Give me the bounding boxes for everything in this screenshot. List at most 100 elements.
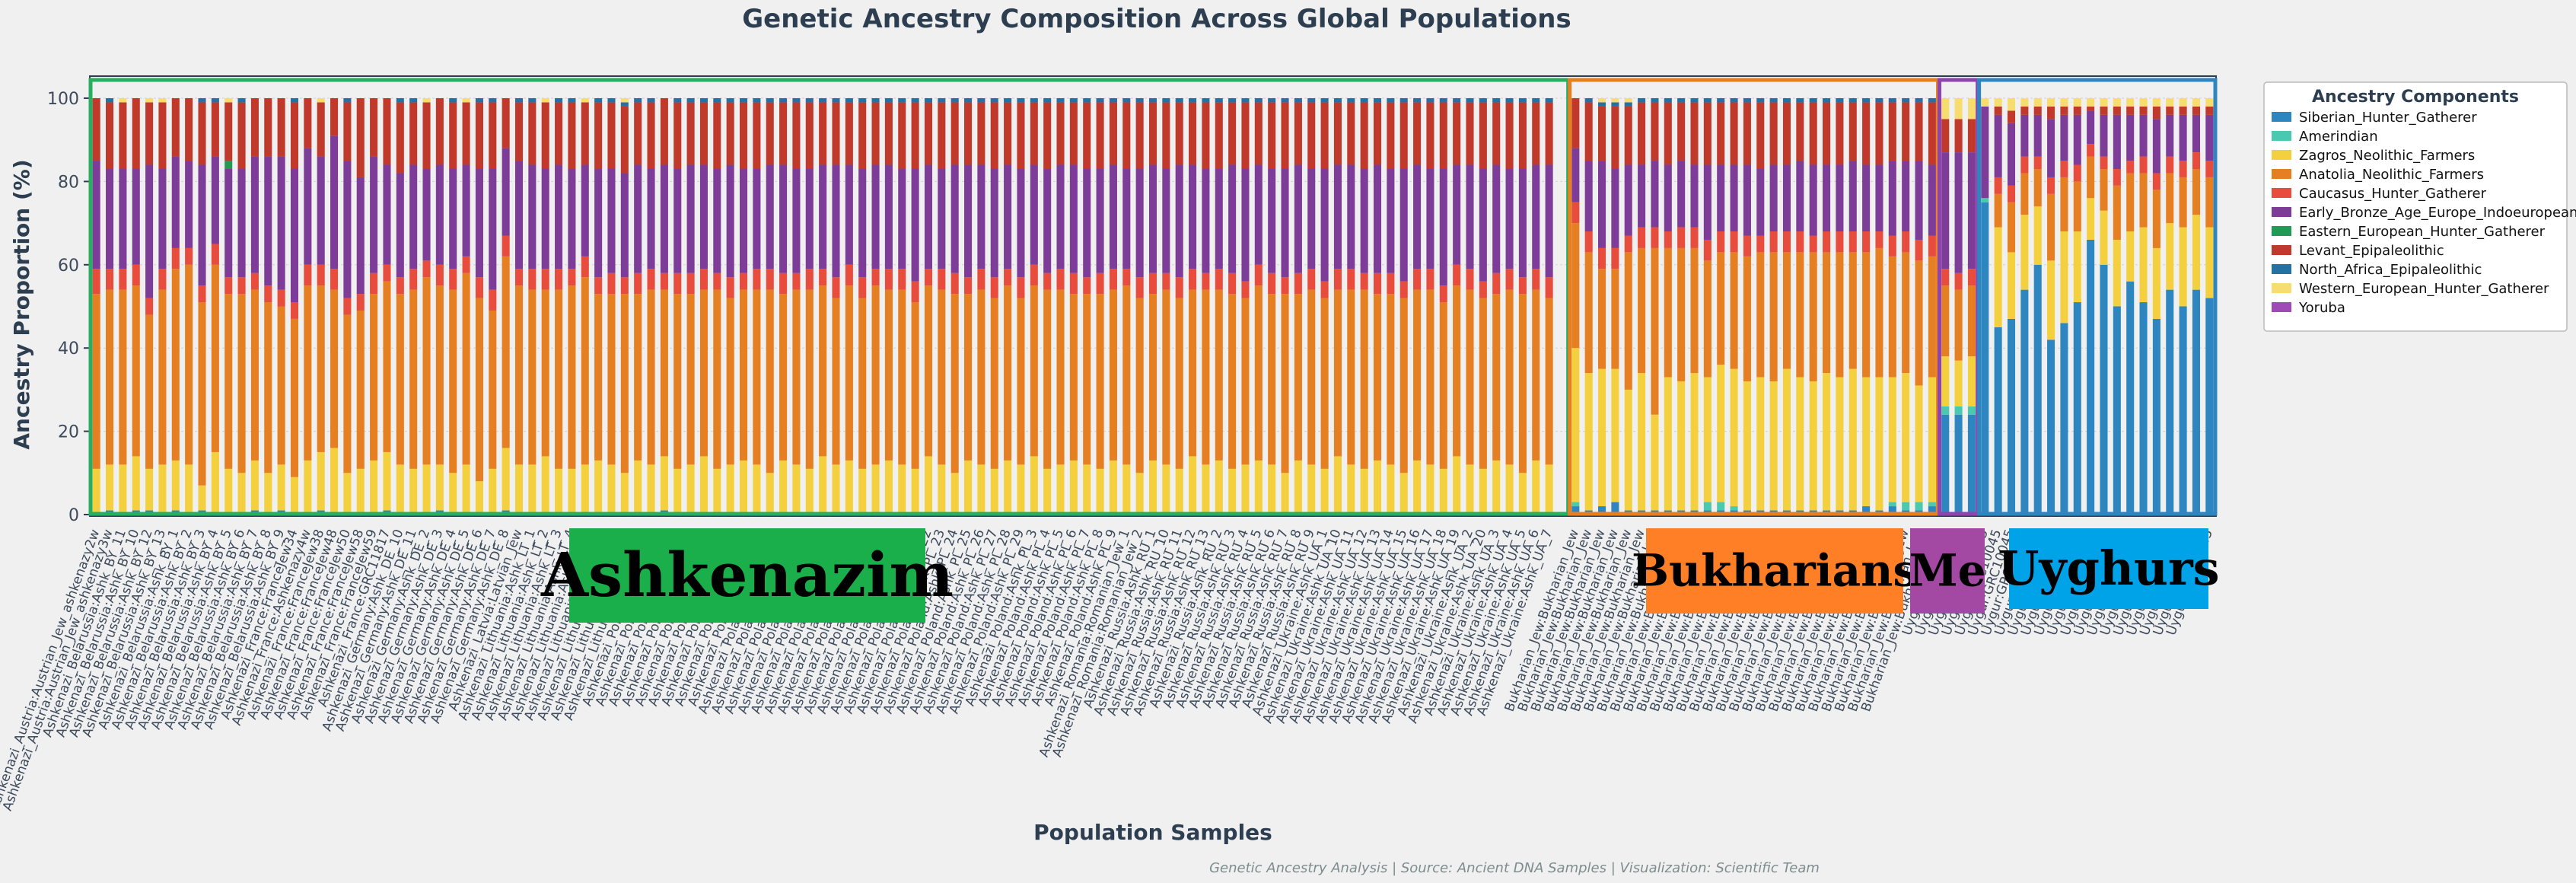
bar-segment <box>713 98 721 103</box>
bar-segment <box>977 98 986 103</box>
bar-segment <box>977 269 986 290</box>
bar-segment <box>1268 98 1276 103</box>
bar-segment <box>224 161 233 169</box>
bar-segment <box>1703 98 1711 103</box>
bar-segment <box>1056 102 1065 165</box>
bar-segment <box>1505 269 1514 290</box>
bar-segment <box>2113 106 2121 115</box>
bar-segment <box>317 285 325 452</box>
y-tick-label: 80 <box>58 173 79 192</box>
bar-segment <box>739 460 748 515</box>
bar-segment <box>2073 302 2081 515</box>
bar-segment <box>2020 114 2029 157</box>
bar-segment <box>185 98 193 161</box>
bar-segment <box>264 473 272 515</box>
bar-segment <box>1268 294 1276 465</box>
bar-segment <box>1479 98 1487 103</box>
bar-segment <box>1333 164 1342 269</box>
bar-segment <box>2033 106 2042 115</box>
bar-segment <box>1241 298 1250 465</box>
bar-segment <box>2073 231 2081 303</box>
bar-segment <box>1756 102 1765 169</box>
bar-segment <box>1941 406 1950 415</box>
bar-segment <box>237 294 246 473</box>
bar-segment <box>819 164 827 269</box>
bar-segment <box>1532 289 1540 461</box>
bar-segment <box>1730 98 1738 103</box>
bar-segment <box>581 98 589 103</box>
bar-segment <box>1387 102 1395 169</box>
bar-segment <box>2166 98 2174 107</box>
bar-segment <box>713 102 721 169</box>
bar-segment <box>884 98 893 103</box>
bar-segment <box>792 273 801 290</box>
bar-segment <box>832 298 840 465</box>
bar-segment <box>1162 464 1170 515</box>
bar-segment <box>594 294 603 461</box>
bar-segment <box>1836 102 1844 165</box>
bar-segment <box>2126 231 2135 282</box>
bar-segment <box>607 294 616 465</box>
bar-segment <box>1902 231 1910 253</box>
bar-segment <box>1730 368 1738 507</box>
bar-segment <box>1888 502 1896 507</box>
legend-swatch <box>2272 283 2291 293</box>
bar-segment <box>2020 173 2029 215</box>
bar-segment <box>1360 273 1368 290</box>
bar-segment <box>1690 227 1699 248</box>
bar-segment <box>1638 98 1646 103</box>
bar-segment <box>158 98 167 103</box>
bar-segment <box>1994 193 2002 228</box>
bar-segment <box>1347 269 1355 290</box>
bar-segment <box>1439 302 1447 469</box>
bar-segment <box>1875 247 1883 378</box>
bar-segment <box>1004 285 1012 461</box>
bar-segment <box>990 98 998 103</box>
bar-segment <box>541 269 549 290</box>
bar-segment <box>1479 281 1487 298</box>
bar-segment <box>1202 273 1210 290</box>
bar-segment <box>1069 164 1078 273</box>
bar-segment <box>1017 277 1025 298</box>
bar-segment <box>924 269 933 286</box>
bar-segment <box>185 464 193 515</box>
bar-segment <box>1571 348 1580 502</box>
bar-segment <box>158 269 167 290</box>
bar-segment <box>489 168 497 290</box>
bar-segment <box>1584 102 1593 161</box>
bar-segment <box>2126 161 2135 174</box>
bar-segment <box>1888 102 1896 161</box>
bar-segment <box>1017 464 1025 515</box>
bar-segment <box>1796 377 1804 511</box>
bar-segment <box>2073 114 2081 165</box>
bar-segment <box>2020 98 2029 107</box>
bar-segment <box>924 285 933 457</box>
bar-segment <box>1162 273 1170 290</box>
bar-segment <box>237 277 246 295</box>
bar-segment <box>1823 102 1831 165</box>
bar-segment <box>1902 98 1910 103</box>
bar-segment <box>1638 227 1646 248</box>
bar-segment <box>2073 98 2081 107</box>
bar-segment <box>1426 168 1434 269</box>
group-label: Ashkenazim <box>540 539 954 610</box>
bar-segment <box>2139 173 2148 228</box>
bar-segment <box>1043 168 1052 273</box>
bar-segment <box>634 294 642 461</box>
bar-segment <box>264 302 272 473</box>
bar-segment <box>1743 381 1751 511</box>
bar-segment <box>1175 277 1183 298</box>
bar-segment <box>805 98 814 103</box>
bar-segment <box>119 168 127 269</box>
bar-segment <box>555 269 563 290</box>
bar-segment <box>2033 206 2042 265</box>
bar-segment <box>1017 298 1025 465</box>
bar-segment <box>977 289 986 465</box>
bar-segment <box>1387 273 1395 295</box>
bar-segment <box>858 168 867 278</box>
bar-segment <box>871 464 880 515</box>
bar-segment <box>2073 181 2081 232</box>
bar-segment <box>383 164 391 265</box>
bar-segment <box>845 285 853 461</box>
bar-segment <box>1333 269 1342 290</box>
